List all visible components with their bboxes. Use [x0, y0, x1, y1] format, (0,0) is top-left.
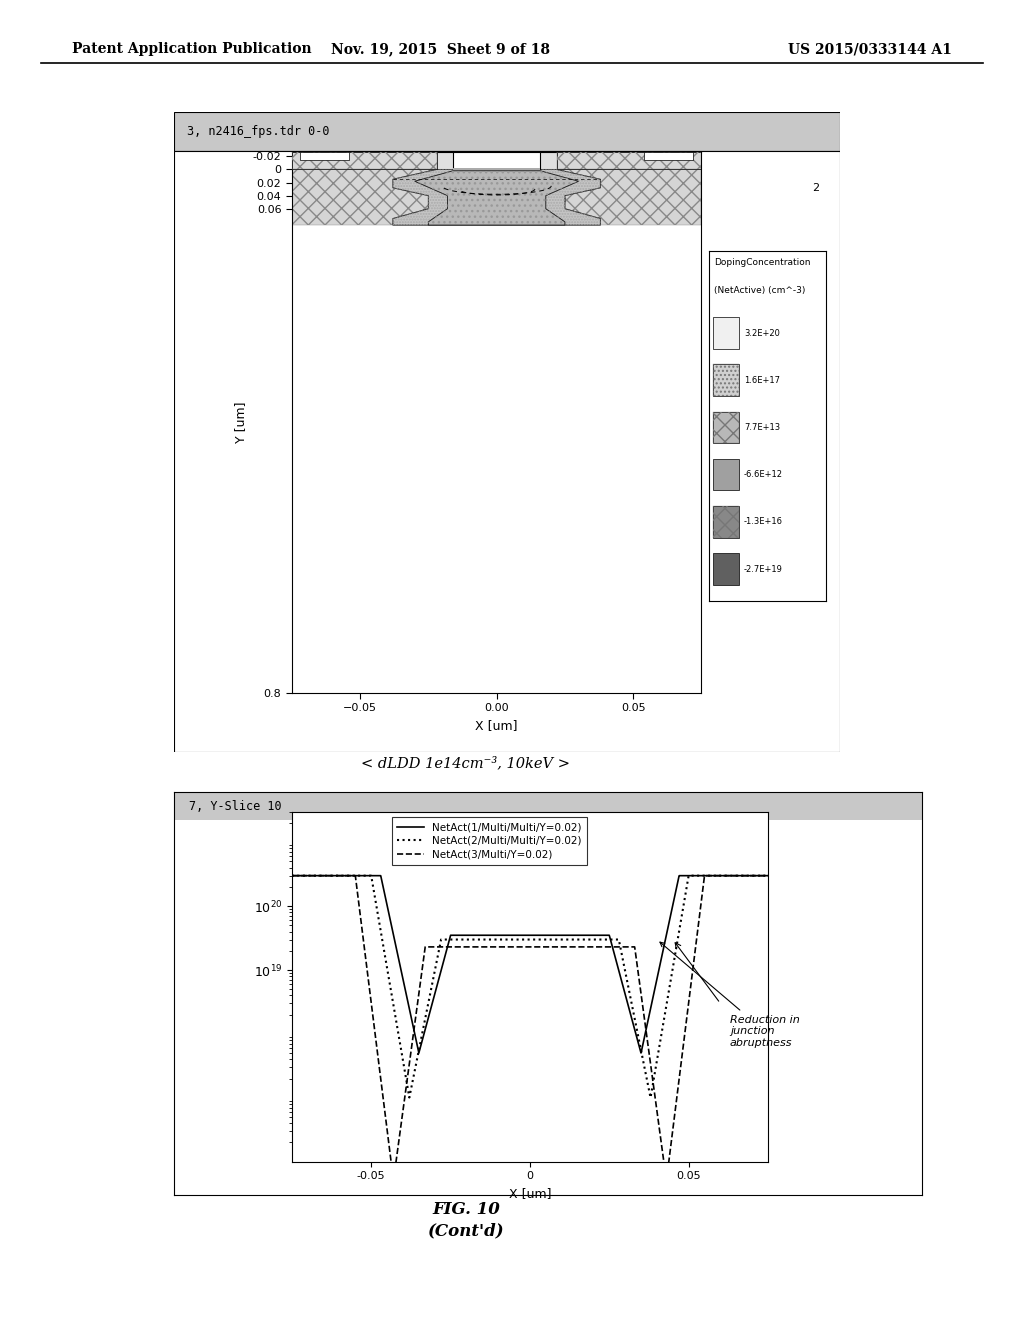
Bar: [174, 112, 840, 150]
NetAct(3/Multi/Y=0.02): [286, 867, 298, 883]
Bar: [292, 152, 436, 169]
Text: 1.6E+17: 1.6E+17: [743, 376, 780, 384]
Text: 3, n2416_fps.tdr 0-0: 3, n2416_fps.tdr 0-0: [187, 125, 330, 137]
Bar: [292, 152, 701, 226]
Text: 2: 2: [813, 182, 819, 193]
NetAct(3/Multi/Y=0.02): [369, 1020, 381, 1036]
Bar: [714, 317, 739, 348]
NetAct(1/Multi/Multi/Y=0.02): [762, 867, 774, 883]
Bar: [714, 459, 739, 491]
Bar: [300, 152, 349, 160]
NetAct(1/Multi/Multi/Y=0.02): [286, 867, 298, 883]
Text: 7, Y-Slice 10: 7, Y-Slice 10: [189, 800, 282, 813]
Text: 7.7E+13: 7.7E+13: [743, 422, 780, 432]
NetAct(3/Multi/Y=0.02): [489, 939, 502, 954]
NetAct(2/Multi/Multi/Y=0.02): [403, 1089, 416, 1105]
NetAct(1/Multi/Multi/Y=0.02): [468, 928, 480, 944]
NetAct(3/Multi/Y=0.02): [762, 867, 774, 883]
Text: -1.3E+16: -1.3E+16: [743, 517, 783, 527]
NetAct(3/Multi/Y=0.02): [340, 867, 352, 883]
Line: NetAct(3/Multi/Y=0.02): NetAct(3/Multi/Y=0.02): [292, 875, 768, 1180]
Bar: [557, 169, 701, 226]
Bar: [714, 506, 739, 537]
Legend: NetAct(1/Multi/Multi/Y=0.02), NetAct(2/Multi/Multi/Y=0.02), NetAct(3/Multi/Y=0.0: NetAct(1/Multi/Multi/Y=0.02), NetAct(2/M…: [392, 817, 587, 865]
NetAct(2/Multi/Multi/Y=0.02): [340, 867, 352, 883]
Bar: [557, 169, 701, 226]
X-axis label: X [um]: X [um]: [509, 1187, 551, 1200]
Bar: [557, 152, 701, 169]
Line: NetAct(1/Multi/Multi/Y=0.02): NetAct(1/Multi/Multi/Y=0.02): [292, 875, 768, 1053]
Text: DopingConcentration: DopingConcentration: [715, 257, 811, 267]
Bar: [714, 553, 739, 585]
Polygon shape: [415, 170, 579, 226]
Text: -2.7E+19: -2.7E+19: [743, 565, 782, 574]
NetAct(1/Multi/Multi/Y=0.02): [413, 1045, 425, 1061]
Bar: [714, 364, 739, 396]
NetAct(3/Multi/Y=0.02): [387, 1172, 399, 1188]
Bar: [714, 412, 739, 444]
NetAct(2/Multi/Multi/Y=0.02): [701, 867, 714, 883]
NetAct(2/Multi/Multi/Y=0.02): [762, 867, 774, 883]
Bar: [292, 169, 436, 226]
Bar: [174, 792, 922, 820]
NetAct(2/Multi/Multi/Y=0.02): [489, 932, 502, 948]
Bar: [714, 364, 739, 396]
Bar: [557, 152, 701, 169]
Bar: [453, 152, 541, 169]
Bar: [714, 412, 739, 444]
Polygon shape: [393, 169, 600, 226]
Text: 3.2E+20: 3.2E+20: [743, 329, 780, 338]
NetAct(1/Multi/Multi/Y=0.02): [701, 867, 714, 883]
Text: Patent Application Publication: Patent Application Publication: [72, 42, 311, 57]
Y-axis label: Y [um]: Y [um]: [234, 401, 247, 444]
NetAct(3/Multi/Y=0.02): [468, 939, 480, 954]
NetAct(1/Multi/Multi/Y=0.02): [369, 867, 381, 883]
Text: -6.6E+12: -6.6E+12: [743, 470, 783, 479]
NetAct(2/Multi/Multi/Y=0.02): [753, 867, 765, 883]
Text: (NetActive) (cm^-3): (NetActive) (cm^-3): [715, 286, 806, 294]
NetAct(2/Multi/Multi/Y=0.02): [369, 887, 381, 903]
NetAct(3/Multi/Y=0.02): [753, 867, 765, 883]
Bar: [292, 152, 436, 169]
Text: US 2015/0333144 A1: US 2015/0333144 A1: [788, 42, 952, 57]
Bar: [292, 169, 436, 226]
Text: < dLDD 1e14cm⁻³, 10keV >: < dLDD 1e14cm⁻³, 10keV >: [361, 756, 570, 771]
NetAct(3/Multi/Y=0.02): [701, 867, 714, 883]
Text: Nov. 19, 2015  Sheet 9 of 18: Nov. 19, 2015 Sheet 9 of 18: [331, 42, 550, 57]
NetAct(1/Multi/Multi/Y=0.02): [489, 928, 502, 944]
NetAct(1/Multi/Multi/Y=0.02): [340, 867, 352, 883]
Text: (Cont'd): (Cont'd): [428, 1222, 504, 1239]
NetAct(2/Multi/Multi/Y=0.02): [468, 932, 480, 948]
NetAct(2/Multi/Multi/Y=0.02): [286, 867, 298, 883]
Bar: [714, 506, 739, 537]
NetAct(1/Multi/Multi/Y=0.02): [753, 867, 765, 883]
X-axis label: X [um]: X [um]: [475, 719, 518, 733]
Text: FIG. 10: FIG. 10: [432, 1201, 500, 1218]
Text: Reduction in
junction
abruptness: Reduction in junction abruptness: [659, 942, 800, 1048]
Bar: [644, 152, 693, 160]
Bar: [453, 168, 541, 170]
Line: NetAct(2/Multi/Multi/Y=0.02): NetAct(2/Multi/Multi/Y=0.02): [292, 875, 768, 1097]
